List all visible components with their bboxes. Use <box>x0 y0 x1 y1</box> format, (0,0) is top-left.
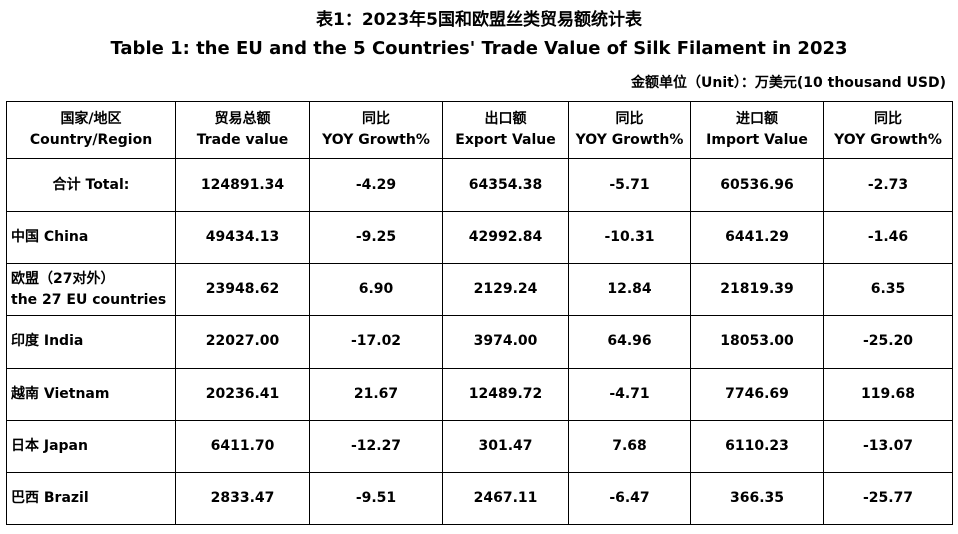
table-row-japan: 日本 Japan 6411.70 -12.27 301.47 7.68 6110… <box>6 419 953 473</box>
cell-import-value: 21819.39 <box>690 263 824 317</box>
cell-import-value: 18053.00 <box>690 315 824 369</box>
cell-export-value: 301.47 <box>442 419 569 473</box>
cell-import-value: 6110.23 <box>690 419 824 473</box>
cell-trade-yoy: 21.67 <box>309 367 443 421</box>
cell-trade-yoy: 6.90 <box>309 263 443 317</box>
cell-import-yoy: 6.35 <box>823 263 953 317</box>
header-import-yoy: 同比 YOY Growth% <box>823 101 953 159</box>
cell-import-value: 6441.29 <box>690 211 824 265</box>
cell-country: 欧盟（27对外） the 27 EU countries <box>6 263 176 317</box>
cell-country: 印度 India <box>6 315 176 369</box>
table-row-india: 印度 India 22027.00 -17.02 3974.00 64.96 1… <box>6 315 953 369</box>
cell-trade-value: 49434.13 <box>175 211 310 265</box>
cell-import-value: 366.35 <box>690 471 824 526</box>
header-export-value: 出口额 Export Value <box>442 101 569 159</box>
cell-export-yoy: 7.68 <box>568 419 691 473</box>
cell-trade-yoy: -12.27 <box>309 419 443 473</box>
cell-trade-value: 124891.34 <box>175 157 310 213</box>
cell-import-value: 7746.69 <box>690 367 824 421</box>
cell-trade-value: 22027.00 <box>175 315 310 369</box>
header-import-value: 进口额 Import Value <box>690 101 824 159</box>
table-row-vietnam: 越南 Vietnam 20236.41 21.67 12489.72 -4.71… <box>6 367 953 421</box>
cell-import-yoy: 119.68 <box>823 367 953 421</box>
cell-import-yoy: -2.73 <box>823 157 953 213</box>
cell-import-yoy: -25.77 <box>823 471 953 526</box>
cell-country: 日本 Japan <box>6 419 176 473</box>
cell-import-yoy: -25.20 <box>823 315 953 369</box>
cell-trade-yoy: -9.51 <box>309 471 443 526</box>
table-title-chinese: 表1：2023年5国和欧盟丝类贸易额统计表 <box>316 10 642 30</box>
table-title-english: Table 1: the EU and the 5 Countries' Tra… <box>110 38 848 59</box>
cell-export-value: 3974.00 <box>442 315 569 369</box>
cell-import-value: 60536.96 <box>690 157 824 213</box>
cell-export-value: 64354.38 <box>442 157 569 213</box>
cell-export-yoy: -5.71 <box>568 157 691 213</box>
cell-export-value: 12489.72 <box>442 367 569 421</box>
cell-export-yoy: 12.84 <box>568 263 691 317</box>
unit-note: 金额单位（Unit）：万美元(10 thousand USD) <box>631 75 946 91</box>
cell-export-value: 42992.84 <box>442 211 569 265</box>
cell-country: 越南 Vietnam <box>6 367 176 421</box>
header-export-yoy: 同比 YOY Growth% <box>568 101 691 159</box>
cell-export-yoy: -4.71 <box>568 367 691 421</box>
cell-export-value: 2129.24 <box>442 263 569 317</box>
trade-table: 国家/地区 Country/Region 贸易总额 Trade value 同比 YO… <box>6 101 953 526</box>
table-row-china: 中国 China 49434.13 -9.25 42992.84 -10.31 … <box>6 211 953 265</box>
cell-import-yoy: -1.46 <box>823 211 953 265</box>
cell-trade-yoy: -17.02 <box>309 315 443 369</box>
cell-export-yoy: -6.47 <box>568 471 691 526</box>
cell-country: 合计 Total: <box>6 157 176 213</box>
header-trade-yoy: 同比 YOY Growth% <box>309 101 443 159</box>
cell-trade-yoy: -9.25 <box>309 211 443 265</box>
table-row-brazil: 巴西 Brazil 2833.47 -9.51 2467.11 -6.47 36… <box>6 471 953 526</box>
cell-export-yoy: 64.96 <box>568 315 691 369</box>
cell-import-yoy: -13.07 <box>823 419 953 473</box>
table-row-eu: 欧盟（27对外） the 27 EU countries 23948.62 6.9… <box>6 263 953 317</box>
header-trade-value: 贸易总额 Trade value <box>175 101 310 159</box>
cell-trade-value: 23948.62 <box>175 263 310 317</box>
cell-trade-value: 20236.41 <box>175 367 310 421</box>
header-row: 国家/地区 Country/Region 贸易总额 Trade value 同比 YO… <box>6 101 953 159</box>
cell-country: 巴西 Brazil <box>6 471 176 526</box>
cell-trade-yoy: -4.29 <box>309 157 443 213</box>
cell-trade-value: 2833.47 <box>175 471 310 526</box>
table-row-total: 合计 Total: 124891.34 -4.29 64354.38 -5.71… <box>6 157 953 213</box>
cell-trade-value: 6411.70 <box>175 419 310 473</box>
cell-export-yoy: -10.31 <box>568 211 691 265</box>
header-country: 国家/地区 Country/Region <box>6 101 176 159</box>
cell-country: 中国 China <box>6 211 176 265</box>
cell-export-value: 2467.11 <box>442 471 569 526</box>
